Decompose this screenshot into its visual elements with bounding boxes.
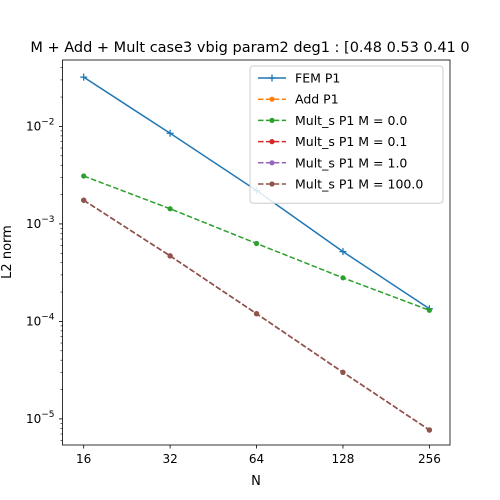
legend-marker-4 [269, 160, 275, 166]
legend-label-0: FEM P1 [295, 71, 340, 86]
series-5 [81, 197, 432, 433]
y-axis-label: L2 norm [0, 225, 15, 279]
legend-marker-0 [268, 74, 276, 82]
legend-marker-5 [269, 181, 275, 187]
x-tick-label-1: 32 [162, 452, 177, 466]
legend-marker-3 [269, 139, 275, 145]
x-axis-label: N [251, 474, 261, 489]
data-point-2-3 [340, 275, 346, 281]
y-tick-label-1: 10−3 [26, 215, 55, 231]
data-point-5-0 [81, 197, 87, 203]
data-point-0-1 [166, 129, 174, 137]
y-tick-label-3: 10−5 [26, 410, 55, 426]
legend-label-3: Mult_s P1 M = 0.1 [295, 134, 407, 149]
chart-title: M + Add + Mult case3 vbig param2 deg1 : … [30, 40, 469, 56]
data-point-5-4 [426, 427, 432, 433]
data-point-5-2 [253, 311, 260, 317]
series-2 [81, 173, 432, 313]
legend-item-5: Mult_s P1 M = 100.0 [258, 177, 423, 192]
data-point-0-0 [80, 73, 88, 81]
data-point-5-1 [167, 253, 173, 259]
legend-label-5: Mult_s P1 M = 100.0 [295, 177, 423, 192]
legend-marker-2 [269, 117, 275, 123]
legend-item-1: Add P1 [258, 92, 339, 107]
data-point-2-0 [81, 173, 87, 179]
x-tick-label-4: 256 [418, 452, 441, 466]
y-tick-label-2: 10−4 [26, 312, 55, 328]
x-tick-label-2: 64 [249, 452, 264, 466]
legend-item-4: Mult_s P1 M = 1.0 [258, 155, 407, 170]
x-axis-ticks: 16 32 64 128 256 [76, 445, 441, 466]
legend-label-2: Mult_s P1 M = 0.0 [295, 113, 407, 128]
legend: FEM P1 Add P1 Mult_s P1 M = 0.0 Mult_s P1 M… [249, 65, 444, 204]
data-point-2-4 [426, 307, 432, 313]
y-tick-label-0: 10−2 [26, 117, 55, 133]
y-axis-ticks: 10−2 10−3 10−4 10−5 [26, 67, 63, 441]
legend-label-4: Mult_s P1 M = 1.0 [295, 155, 407, 170]
data-point-0-3 [339, 248, 347, 256]
legend-item-3: Mult_s P1 M = 0.1 [258, 134, 407, 149]
legend-frame [249, 65, 444, 204]
x-tick-label-0: 16 [76, 452, 91, 466]
legend-label-1: Add P1 [295, 92, 339, 107]
data-point-2-1 [167, 206, 173, 212]
x-tick-label-3: 128 [332, 452, 355, 466]
legend-item-2: Mult_s P1 M = 0.0 [258, 113, 407, 128]
data-point-2-2 [253, 240, 260, 247]
plot-marks [80, 73, 433, 433]
legend-item-0: FEM P1 [258, 71, 340, 86]
legend-marker-1 [269, 96, 275, 102]
data-point-5-3 [340, 369, 346, 375]
